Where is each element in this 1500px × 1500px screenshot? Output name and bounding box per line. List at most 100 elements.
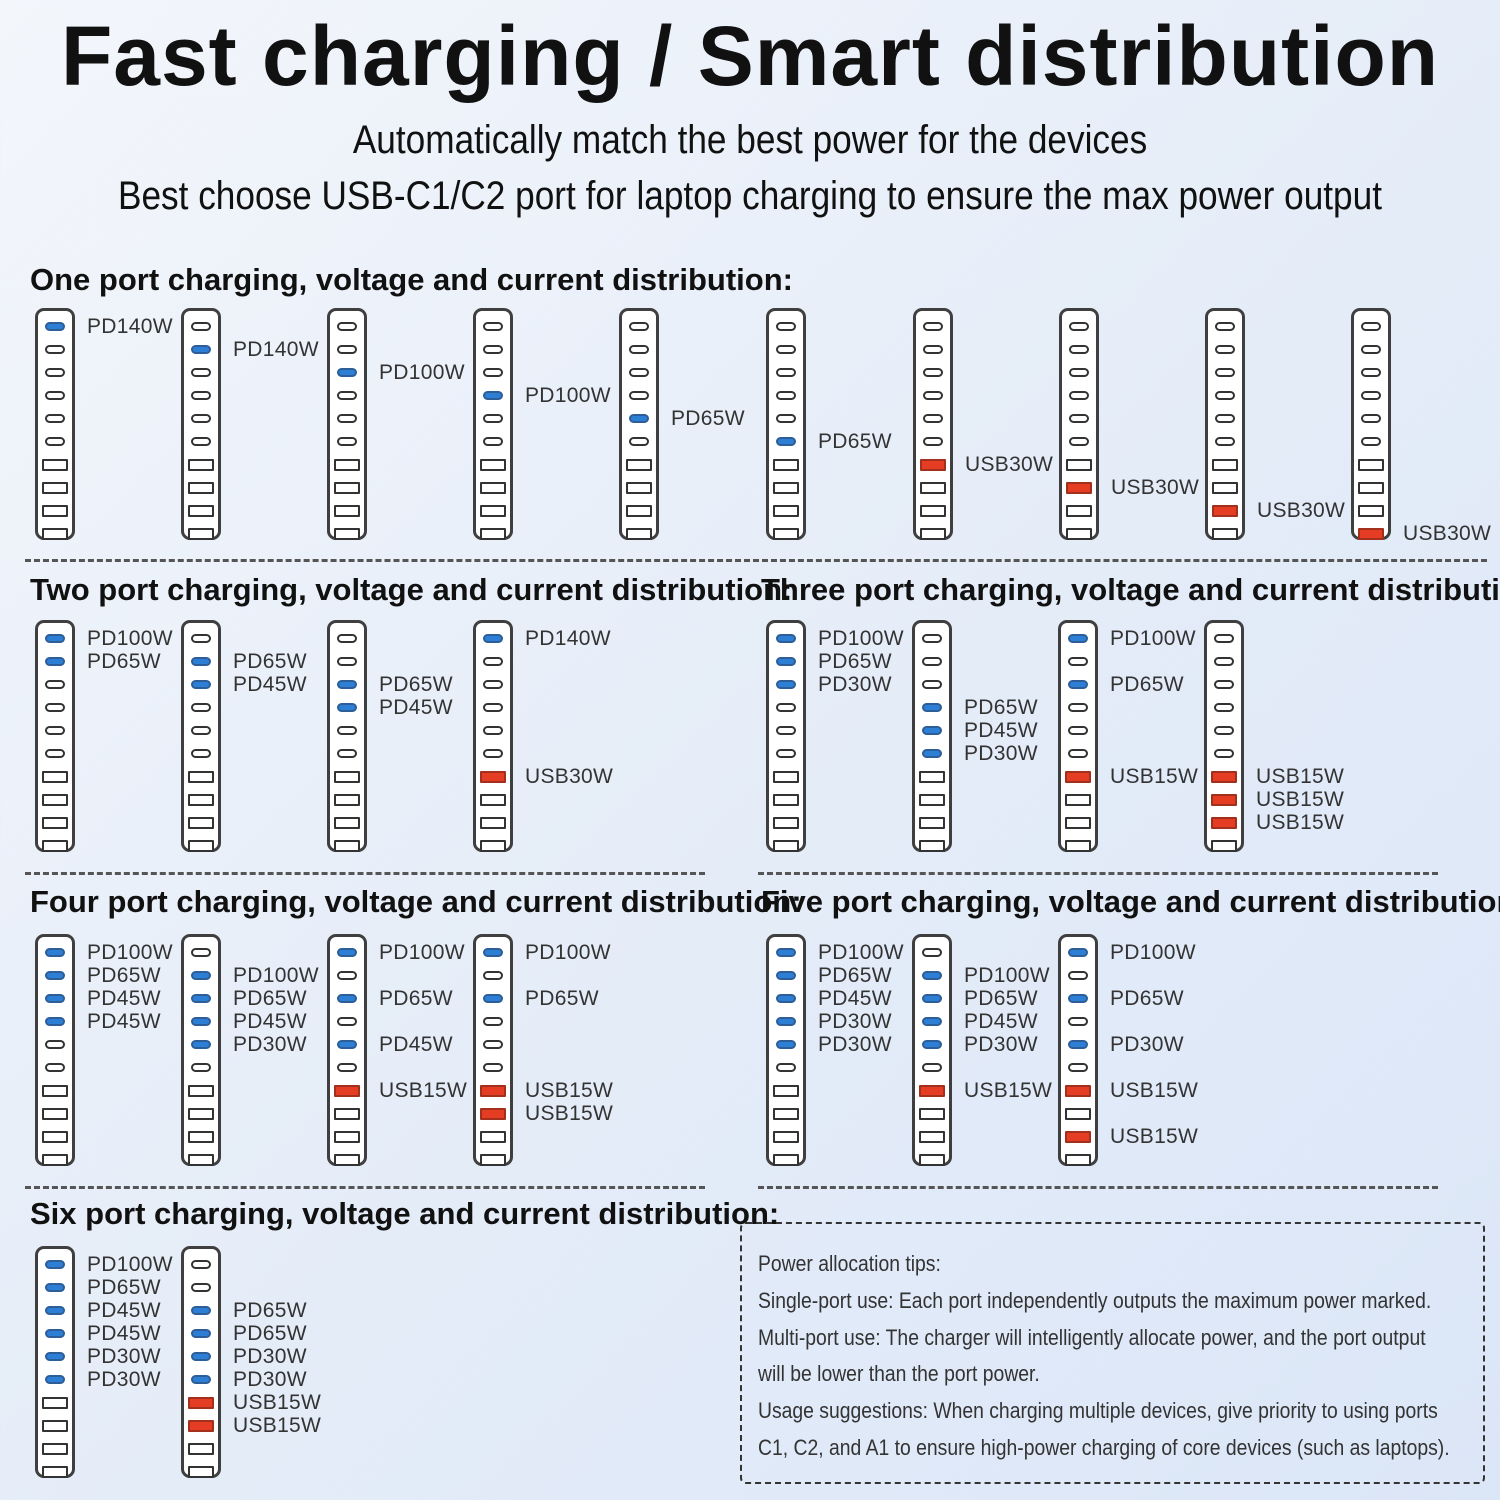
subtitle-laptop-ports: Best choose USB-C1/C2 port for laptop ch…: [117, 174, 1382, 218]
usb-c-port-idle: [45, 680, 65, 689]
usb-c-port-idle: [191, 414, 211, 423]
usb-a-port-idle: [188, 459, 214, 471]
usb-c-port-idle: [1214, 703, 1234, 712]
usb-a-port-idle: [773, 1154, 799, 1166]
page-title: Fast charging / Smart distribution: [60, 9, 1440, 103]
usb-c-port-idle: [45, 1040, 65, 1049]
port-power-label: PD30W: [233, 1368, 307, 1391]
charger-two-port-3: [327, 620, 367, 852]
usb-c-port-idle: [776, 345, 796, 354]
usb-c-port-active-pd: [1068, 948, 1088, 957]
port-power-label: PD30W: [818, 673, 892, 696]
usb-a-port-active-usb: [920, 459, 946, 471]
usb-a-port-idle: [1065, 1154, 1091, 1166]
usb-c-port-active-pd: [776, 1040, 796, 1049]
usb-a-port-idle: [920, 505, 946, 517]
usb-c-port-active-pd: [45, 322, 65, 331]
usb-c-port-idle: [1361, 414, 1381, 423]
usb-c-port-idle: [776, 1063, 796, 1072]
port-power-label: PD65W: [525, 987, 599, 1010]
usb-a-port-idle: [42, 1466, 68, 1478]
usb-c-port-idle: [45, 368, 65, 377]
usb-c-port-active-pd: [191, 971, 211, 980]
port-power-label: PD45W: [87, 1010, 161, 1033]
usb-c-port-idle: [1215, 437, 1235, 446]
usb-c-port-idle: [483, 1063, 503, 1072]
usb-a-port-idle: [334, 794, 360, 806]
port-power-label: PD100W: [818, 627, 904, 650]
usb-c-port-idle: [191, 1260, 211, 1269]
port-power-label: PD65W: [379, 987, 453, 1010]
usb-c-port-idle: [923, 391, 943, 400]
port-power-label: PD100W: [87, 627, 173, 650]
usb-a-port-idle: [480, 482, 506, 494]
usb-c-port-active-pd: [45, 634, 65, 643]
port-power-label: USB15W: [1256, 765, 1345, 788]
usb-a-port-idle: [42, 482, 68, 494]
section-title-three-port: Three port charging, voltage and current…: [761, 572, 1500, 607]
usb-a-port-idle: [773, 482, 799, 494]
usb-a-port-idle: [480, 505, 506, 517]
usb-c-port-idle: [483, 368, 503, 377]
usb-c-port-idle: [337, 749, 357, 758]
usb-a-port-idle: [773, 840, 799, 852]
usb-a-port-idle: [773, 794, 799, 806]
usb-c-port-idle: [1069, 391, 1089, 400]
usb-c-port-active-pd: [629, 414, 649, 423]
usb-c-port-idle: [1215, 391, 1235, 400]
usb-c-port-idle: [776, 322, 796, 331]
usb-c-port-idle: [776, 726, 796, 735]
usb-c-port-idle: [923, 414, 943, 423]
usb-a-port-active-usb: [1065, 771, 1091, 783]
usb-a-port-idle: [919, 794, 945, 806]
usb-a-port-idle: [1065, 817, 1091, 829]
usb-c-port-active-pd: [1068, 1040, 1088, 1049]
usb-c-port-active-pd: [191, 1040, 211, 1049]
port-power-label: PD65W: [233, 1299, 307, 1322]
usb-a-port-idle: [773, 771, 799, 783]
usb-c-port-idle: [191, 368, 211, 377]
usb-c-port-idle: [922, 634, 942, 643]
charger-one-port-2: [181, 308, 221, 540]
usb-a-port-active-usb: [1211, 771, 1237, 783]
usb-c-port-active-pd: [922, 726, 942, 735]
usb-c-port-active-pd: [45, 1375, 65, 1384]
usb-c-port-idle: [1068, 971, 1088, 980]
usb-c-port-active-pd: [1068, 680, 1088, 689]
charger-four-port-4: [473, 934, 513, 1166]
usb-c-port-idle: [922, 657, 942, 666]
usb-a-port-idle: [188, 482, 214, 494]
usb-c-port-active-pd: [45, 948, 65, 957]
usb-c-port-idle: [337, 657, 357, 666]
usb-c-port-idle: [922, 680, 942, 689]
usb-a-port-idle: [188, 1466, 214, 1478]
usb-c-port-idle: [337, 414, 357, 423]
usb-a-port-idle: [42, 459, 68, 471]
usb-a-port-idle: [188, 528, 214, 540]
port-power-label: PD30W: [233, 1033, 307, 1056]
divider-two-port: [25, 872, 705, 875]
port-power-label: PD100W: [818, 941, 904, 964]
usb-c-port-active-pd: [776, 948, 796, 957]
usb-c-port-idle: [337, 345, 357, 354]
usb-a-port-idle: [1358, 459, 1384, 471]
port-power-label: PD140W: [233, 338, 319, 361]
port-power-label: PD45W: [964, 719, 1038, 742]
usb-c-port-idle: [45, 1063, 65, 1072]
tips-heading: Power allocation tips:: [758, 1251, 941, 1276]
usb-a-port-idle: [42, 794, 68, 806]
usb-a-port-idle: [1358, 505, 1384, 517]
usb-a-port-idle: [773, 1108, 799, 1120]
usb-c-port-idle: [1069, 322, 1089, 331]
usb-c-port-active-pd: [483, 634, 503, 643]
usb-c-port-active-pd: [191, 657, 211, 666]
usb-a-port-active-usb: [188, 1397, 214, 1409]
usb-a-port-idle: [919, 771, 945, 783]
port-power-label: USB30W: [1111, 476, 1200, 499]
usb-a-port-idle: [334, 459, 360, 471]
usb-c-port-idle: [776, 749, 796, 758]
port-power-label: PD65W: [1110, 987, 1184, 1010]
port-power-label: PD65W: [964, 987, 1038, 1010]
usb-c-port-active-pd: [776, 971, 796, 980]
port-power-label: PD100W: [525, 941, 611, 964]
